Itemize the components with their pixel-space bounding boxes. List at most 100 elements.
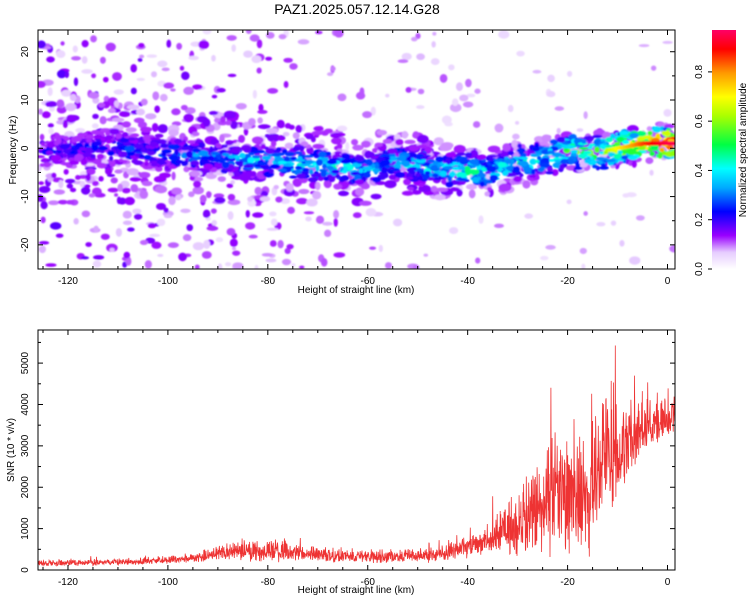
heatmap-ridge	[616, 136, 625, 143]
heatmap-ridge	[181, 146, 193, 151]
snr-frame	[37, 329, 676, 571]
heatmap-speckle	[93, 225, 99, 233]
heatmap-ridge	[600, 163, 607, 167]
heatmap-halo	[257, 117, 263, 124]
heatmap-ridge	[573, 166, 583, 171]
heatmap-speckle	[235, 102, 247, 110]
heatmap-speckle	[498, 30, 510, 39]
heatmap-speckle	[323, 179, 332, 189]
heatmap-ridge	[468, 158, 480, 165]
heatmap-halo	[91, 187, 102, 196]
heatmap-halo	[465, 183, 478, 190]
heatmap-speckle	[38, 80, 46, 88]
heatmap-speckle	[170, 88, 176, 92]
heatmap-ridge	[566, 145, 576, 150]
heatmap-speckle	[232, 262, 244, 269]
heatmap-ridge	[487, 154, 498, 158]
heatmap-ridge	[476, 172, 487, 178]
heatmap-speckle	[206, 226, 219, 231]
heatmap-ridge	[277, 160, 287, 165]
heatmap-ridge	[295, 165, 303, 170]
heatmap-speckle	[566, 199, 572, 205]
heatmap-speckle	[81, 39, 89, 48]
spectrogram-x-tick-label: -80	[261, 276, 276, 287]
heatmap-ridge	[142, 134, 151, 142]
heatmap-speckle	[258, 103, 264, 112]
heatmap-ridge	[488, 157, 494, 161]
heatmap-speckle	[432, 31, 437, 36]
heatmap-speckle	[252, 89, 258, 99]
heatmap-ridge	[619, 130, 629, 136]
heatmap-halo	[225, 120, 232, 126]
spectrogram-x-tick-label: -20	[560, 276, 575, 287]
heatmap-speckle	[610, 220, 617, 226]
heatmap-ridge	[556, 136, 566, 143]
heatmap-halo	[192, 186, 205, 195]
heatmap-speckle	[137, 57, 143, 62]
heatmap-speckle	[215, 237, 224, 243]
heatmap-ridge	[227, 154, 235, 159]
heatmap-ridge	[93, 134, 103, 139]
heatmap-ridge	[410, 176, 419, 181]
heatmap-ridge	[328, 175, 336, 183]
heatmap-halo	[265, 127, 279, 134]
heatmap-halo	[117, 183, 124, 192]
heatmap-speckle	[151, 241, 162, 249]
heatmap-speckle	[286, 243, 294, 250]
colorbar-tick-label: 0.6	[694, 114, 705, 128]
heatmap-ridge	[406, 167, 415, 173]
heatmap-ridge	[294, 158, 306, 163]
heatmap-halo	[450, 187, 461, 192]
heatmap-halo	[183, 166, 190, 173]
heatmap-speckle	[149, 233, 161, 238]
heatmap-halo	[226, 183, 234, 189]
heatmap-ridge	[364, 151, 375, 158]
heatmap-speckle	[224, 262, 232, 267]
heatmap-halo	[138, 171, 151, 179]
heatmap-ridge	[497, 162, 507, 168]
heatmap-ridge	[420, 156, 429, 160]
heatmap-ridge	[582, 150, 592, 155]
heatmap-speckle	[210, 208, 217, 214]
heatmap-halo	[418, 183, 424, 188]
heatmap-speckle	[472, 121, 481, 128]
heatmap-speckle	[40, 201, 48, 210]
heatmap-speckle	[38, 108, 43, 115]
heatmap-speckle	[157, 253, 164, 257]
heatmap-speckle	[583, 111, 588, 120]
heatmap-ridge	[627, 155, 638, 160]
heatmap-speckle	[227, 211, 234, 220]
heatmap-ridge	[539, 162, 550, 168]
heatmap-halo	[498, 183, 512, 192]
heatmap-ridge	[168, 155, 179, 160]
heatmap-ridge	[621, 155, 629, 160]
heatmap-speckle	[211, 219, 217, 226]
heatmap-halo	[65, 178, 76, 184]
heatmap-halo	[330, 132, 342, 139]
heatmap-speckle	[163, 214, 173, 219]
heatmap-speckle	[478, 215, 484, 224]
heatmap-speckle	[125, 257, 132, 266]
heatmap-ridge	[427, 159, 436, 163]
heatmap-ridge	[372, 168, 380, 173]
heatmap-ridge	[608, 152, 615, 158]
heatmap-halo	[333, 183, 343, 190]
heatmap-ridge	[430, 164, 438, 170]
heatmap-ridge	[315, 165, 320, 172]
snr-y-tick-label: 0	[20, 567, 31, 573]
heatmap-speckle	[430, 58, 440, 65]
heatmap-halo	[56, 99, 65, 108]
heatmap-halo	[315, 181, 321, 191]
heatmap-speckle	[227, 73, 237, 78]
heatmap-speckle	[333, 210, 340, 219]
heatmap-speckle	[181, 71, 190, 81]
heatmap-speckle	[619, 240, 625, 247]
heatmap-halo	[513, 175, 523, 183]
heatmap-speckle	[277, 240, 284, 249]
heatmap-speckle	[439, 73, 448, 83]
snr-y-tick-label: 4000	[20, 393, 31, 416]
heatmap-speckle	[81, 256, 90, 260]
heatmap-ridge	[445, 157, 451, 164]
heatmap-halo	[403, 178, 412, 186]
heatmap-ridge	[163, 160, 171, 167]
